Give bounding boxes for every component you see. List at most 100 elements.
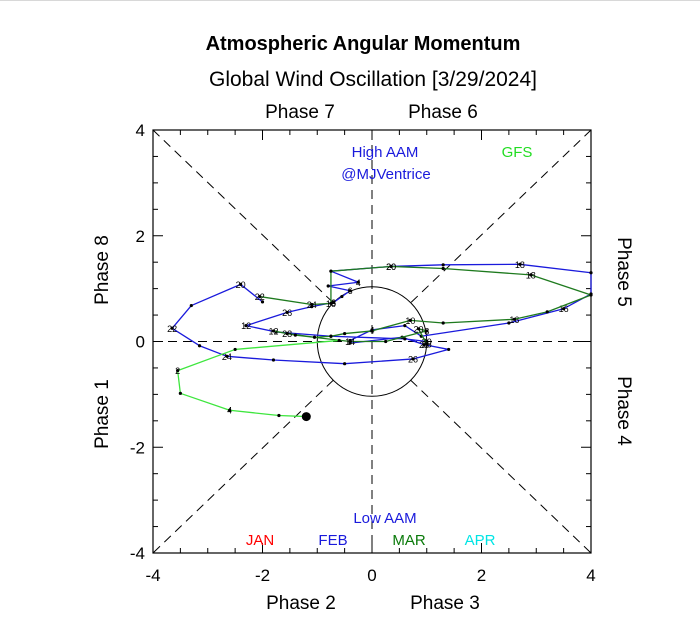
series-layer: 2022242628416182046826123022241620181610…	[167, 260, 593, 422]
data-point	[384, 339, 388, 344]
diagonal-line-upper-right	[410, 129, 592, 304]
phase-2-label: Phase 2	[266, 593, 336, 614]
point-label: 4	[227, 406, 232, 416]
data-point	[348, 289, 352, 293]
data-point	[285, 310, 289, 315]
point-label: 24	[222, 352, 232, 362]
top-divider	[0, 0, 700, 1]
x-tick-label: 4	[586, 566, 595, 585]
point-label: 8	[331, 298, 336, 308]
data-point	[258, 294, 262, 299]
point-label: 2	[175, 366, 180, 376]
chart-title: Atmospheric Angular Momentum	[206, 33, 521, 55]
point-label: 20	[386, 262, 396, 272]
point-label: 18	[526, 270, 536, 280]
phase-4-label: Phase 4	[613, 376, 634, 446]
point-label: 28	[282, 329, 292, 339]
y-tick-label: 2	[136, 227, 145, 246]
data-point	[403, 324, 407, 328]
data-point	[178, 391, 182, 395]
credit-label: @MJVentrice	[341, 166, 430, 183]
data-point	[244, 324, 248, 328]
data-point	[329, 301, 333, 306]
x-tick-label: 0	[367, 566, 376, 585]
data-point	[356, 280, 360, 284]
data-point	[370, 329, 374, 333]
point-label: 28	[419, 340, 429, 350]
phase-8-label: Phase 8	[92, 235, 113, 305]
data-point	[337, 338, 341, 343]
data-point	[228, 408, 232, 412]
x-tick-label: 2	[477, 566, 486, 585]
data-point	[562, 307, 566, 311]
data-point	[293, 333, 297, 337]
data-point	[518, 262, 522, 266]
point-label: 4	[356, 278, 361, 288]
data-point	[529, 273, 533, 277]
series-line-gfs	[176, 339, 340, 418]
point-label: 8	[424, 326, 429, 336]
data-point	[416, 327, 421, 331]
diagonal-line-lower-left	[152, 379, 334, 554]
point-label: 12	[268, 326, 278, 336]
legend-feb: FEB	[318, 532, 347, 549]
x-tick-label: -2	[255, 566, 270, 585]
y-tick-label: -2	[130, 438, 145, 457]
data-point	[329, 334, 333, 338]
phase-1-label: Phase 1	[92, 379, 113, 449]
data-point	[348, 339, 352, 344]
data-point	[326, 284, 330, 288]
data-point	[425, 342, 429, 346]
y-tick-label: 0	[136, 333, 145, 352]
point-label: 10	[405, 316, 415, 326]
phase-5-label: Phase 5	[613, 237, 634, 307]
data-point	[340, 294, 344, 299]
point-label: 16	[326, 299, 336, 309]
point-label: 22	[167, 324, 177, 334]
y-tick-label: 4	[136, 121, 145, 140]
data-point	[411, 357, 415, 361]
data-point	[441, 263, 445, 267]
point-label: 24	[307, 300, 317, 310]
data-point	[197, 344, 202, 348]
point-label: 12	[241, 321, 251, 331]
legend-mar: MAR	[392, 532, 426, 549]
point-label: 20	[414, 324, 424, 334]
point-label: 18	[515, 260, 525, 270]
phase-6-label: Phase 6	[408, 102, 478, 123]
diagonal-line-lower-right	[410, 379, 592, 554]
legend-apr: APR	[465, 532, 496, 549]
data-point	[343, 362, 347, 366]
point-label: 26	[282, 308, 292, 318]
data-point	[389, 264, 393, 269]
data-point	[176, 368, 180, 373]
data-point	[589, 293, 593, 297]
data-point	[225, 354, 229, 358]
phase-7-label: Phase 7	[265, 102, 335, 123]
data-point	[329, 269, 333, 273]
point-label: 6	[348, 286, 353, 296]
data-point	[312, 335, 317, 339]
point-label: 20	[236, 280, 246, 290]
data-point	[285, 331, 289, 336]
point-label: 14	[345, 337, 355, 347]
diagonal-line-upper-left	[152, 129, 334, 304]
data-point	[403, 337, 407, 341]
data-point	[310, 302, 314, 307]
data-point	[422, 343, 426, 347]
data-point	[441, 266, 445, 271]
forecast-end-marker	[301, 412, 311, 422]
point-label: 16	[509, 315, 519, 325]
series-line-mar	[259, 265, 592, 345]
phase-3-label: Phase 3	[410, 593, 480, 614]
data-point	[260, 300, 265, 304]
chart-subtitle: Global Wind Oscillation [3/29/2024]	[209, 68, 537, 91]
data-point	[507, 321, 511, 325]
low-aam-label: Low AAM	[353, 510, 416, 527]
ticks-layer	[152, 129, 592, 554]
data-point	[447, 347, 451, 352]
data-point	[271, 329, 276, 333]
